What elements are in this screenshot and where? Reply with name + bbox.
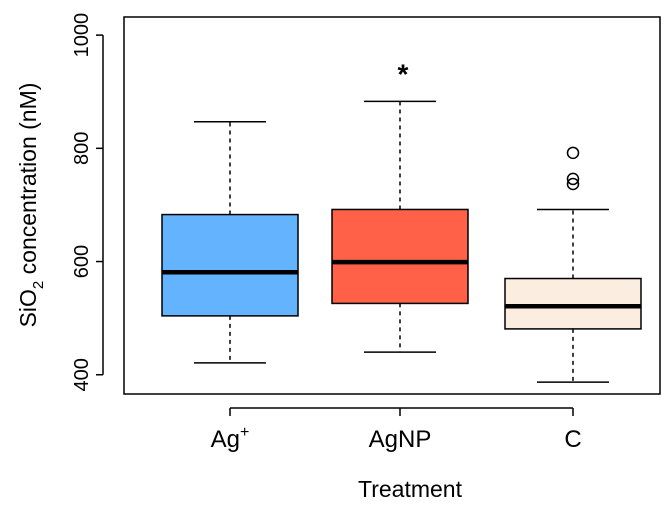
y-tick-label-400: 400 [71,358,93,391]
box-3-iqr-box [504,277,642,330]
y-tick-label-1000: 1000 [71,13,93,58]
box-2: * [331,58,469,353]
box-3-outlier-3 [566,146,580,160]
y-axis: 400 600 800 1000 [71,13,104,391]
y-tick-label-600: 600 [71,245,93,278]
box-1 [161,120,299,364]
x-tick-label-1-superscript: + [240,424,249,441]
box-1-iqr-box [161,213,299,317]
box-3 [504,146,642,383]
x-axis: Ag+ AgNP C [211,407,582,453]
box-3-outlier-1 [566,177,580,191]
y-axis-title-subscript: 2 [30,281,47,289]
y-tick-label-800: 800 [71,132,93,165]
x-tick-label-2: AgNP [369,426,432,453]
x-tick-label-3-text: C [564,426,581,453]
x-tick-label-1-text: Ag [211,426,240,453]
plot-frame [123,16,661,395]
boxes: * [161,58,642,383]
box-2-iqr-box [331,208,469,305]
x-axis-title: Treatment [358,476,463,502]
x-tick-label-3: C [564,426,581,453]
y-axis-title-part-1: SiO [15,289,41,327]
y-axis-title-part-2: concentration (nM) [15,83,41,281]
x-tick-label-2-text: AgNP [369,426,432,453]
y-axis-title: SiO2 concentration (nM) [15,83,47,328]
box-3-outlier-2 [566,172,580,186]
x-tick-label-1: Ag+ [211,424,250,453]
box-2-significance-marker: * [398,58,409,89]
